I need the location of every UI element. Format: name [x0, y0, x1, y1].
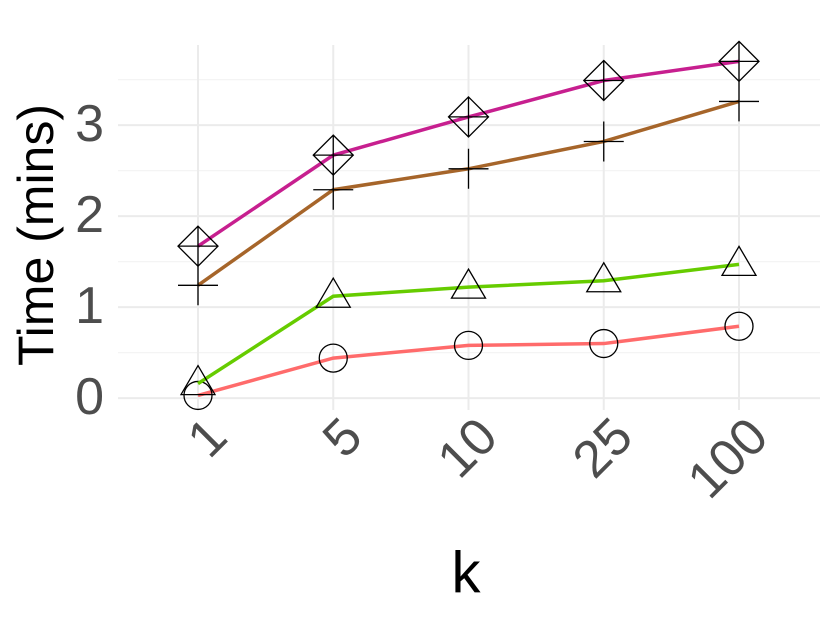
marker — [178, 265, 218, 306]
x-tick-label: 25 — [562, 407, 644, 489]
series-line — [197, 324, 740, 398]
x-tick-label: 10 — [427, 407, 509, 489]
series-line — [197, 262, 740, 386]
y-tick-label: 3 — [75, 95, 104, 153]
marker — [585, 261, 622, 293]
marker — [718, 40, 760, 83]
marker — [312, 134, 355, 177]
y-tick-label: 0 — [75, 368, 104, 426]
marker — [447, 95, 490, 138]
marker — [183, 380, 213, 411]
x-tick-label: 1 — [177, 407, 238, 468]
y-tick-label: 2 — [75, 186, 104, 244]
marker — [313, 169, 354, 210]
marker — [720, 245, 758, 277]
marker — [179, 364, 217, 396]
x-tick-label: 100 — [677, 407, 779, 509]
marker — [453, 330, 484, 361]
marker — [315, 276, 352, 308]
marker — [582, 59, 625, 102]
marker — [450, 267, 487, 299]
marker — [719, 81, 759, 122]
marker — [448, 148, 489, 189]
marker — [589, 328, 619, 359]
marker — [318, 343, 348, 373]
marker — [724, 311, 754, 341]
y-axis-title: Time (mins) — [8, 104, 64, 366]
marker — [583, 121, 624, 162]
marker — [177, 225, 219, 268]
y-tick-label: 1 — [75, 277, 104, 335]
x-axis-title: k — [452, 540, 482, 605]
x-tick-label: 5 — [312, 407, 373, 468]
